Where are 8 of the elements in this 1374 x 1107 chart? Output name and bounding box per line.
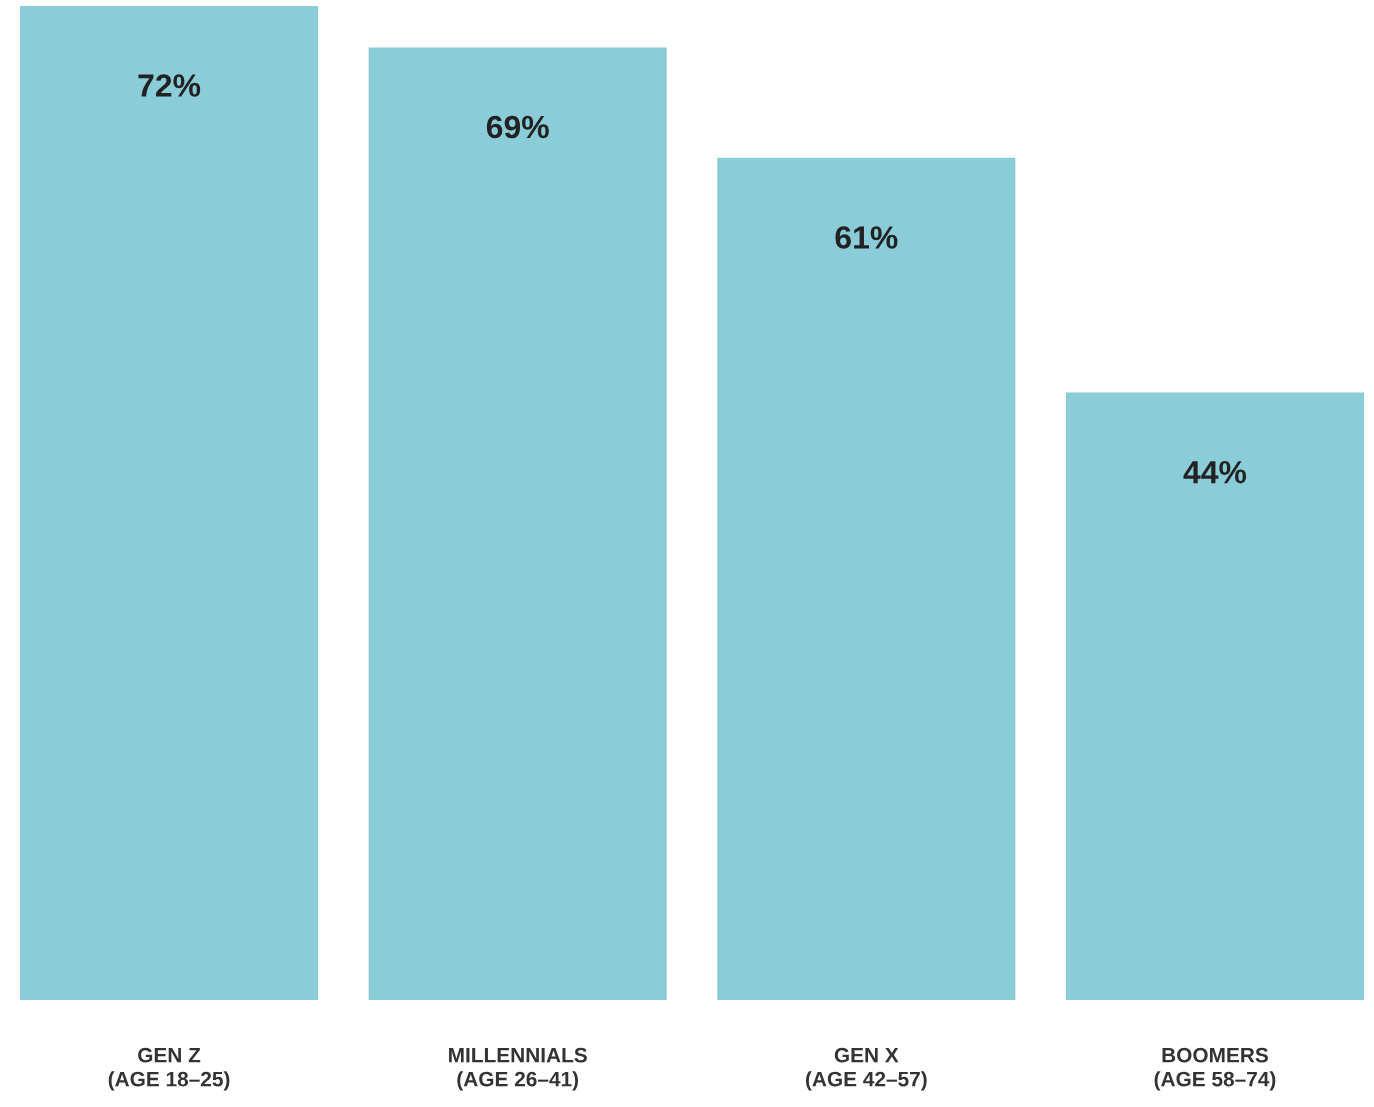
x-tick-label: GEN X (AGE 42–57) — [805, 1047, 927, 1091]
data-label: 72% — [138, 74, 201, 97]
x-tick-label: GEN Z (AGE 18–25) — [108, 1047, 230, 1091]
data-label: 69% — [486, 115, 549, 139]
data-label: 44% — [1183, 460, 1247, 484]
x-tick-label: MILLENNIALS (AGE 26–41) — [449, 1047, 587, 1091]
data-label: 61% — [835, 226, 898, 249]
x-tick-label: BOOMERS (AGE 58–74) — [1154, 1047, 1276, 1091]
